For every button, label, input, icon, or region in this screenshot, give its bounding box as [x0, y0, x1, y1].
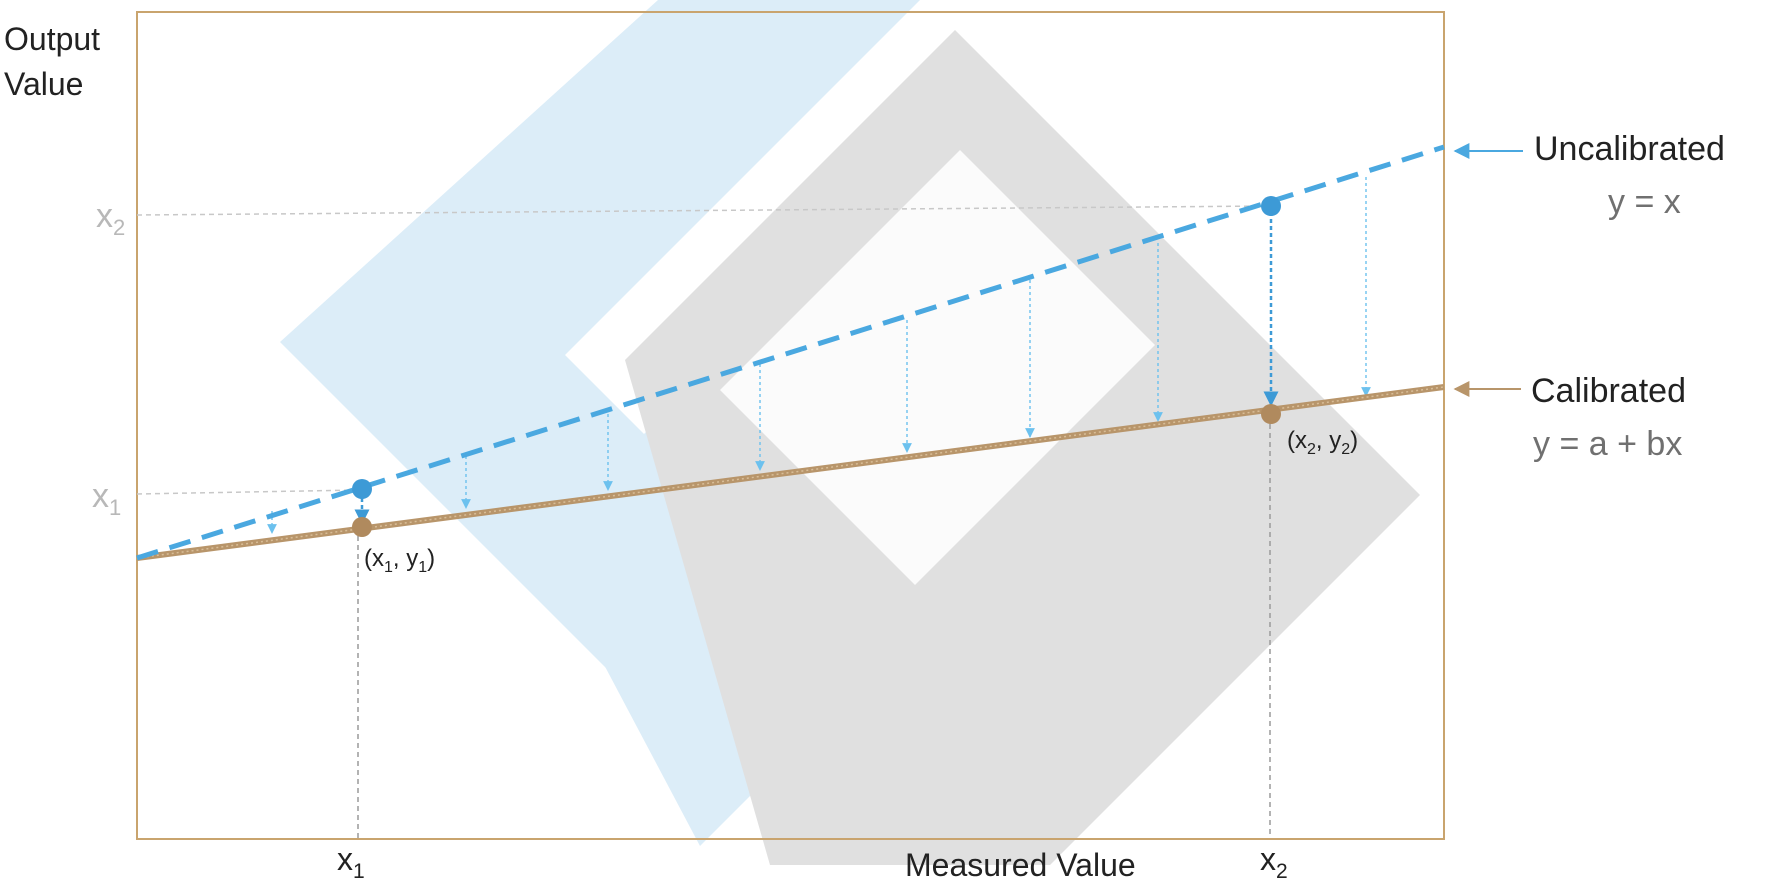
x-tick-x1: x1 — [337, 841, 365, 882]
calibrated-point-2 — [1261, 404, 1281, 424]
plot-frame — [136, 11, 1445, 840]
uncalibrated-equation: y = x — [1608, 183, 1681, 221]
x-tick-x2: x2 — [1260, 841, 1288, 882]
y-axis-label-line2: Value — [4, 66, 83, 102]
point-label-1: (x1, y1) — [364, 545, 435, 576]
point-label-2: (x2, y2) — [1287, 427, 1358, 458]
y-tick-x2: x2 — [96, 197, 125, 240]
guide-lines — [136, 205, 1271, 838]
calibrated-point-1 — [352, 517, 372, 537]
watermark-logo — [280, 0, 1420, 865]
y-axis-label-line1: Output — [4, 21, 100, 57]
uncalibrated-point-1 — [352, 479, 372, 499]
uncalibrated-point-2 — [1261, 196, 1281, 216]
calibrated-title: Calibrated — [1531, 372, 1686, 410]
uncalibrated-line — [136, 144, 1445, 561]
x-axis-label: Measured Value — [905, 847, 1136, 882]
y-tick-x1: x1 — [92, 477, 121, 520]
correction-arrows — [267, 177, 1371, 534]
guide-x1-horizontal — [136, 489, 359, 495]
calibrated-equation: y = a + bx — [1533, 425, 1682, 463]
uncalibrated-title: Uncalibrated — [1534, 130, 1725, 168]
